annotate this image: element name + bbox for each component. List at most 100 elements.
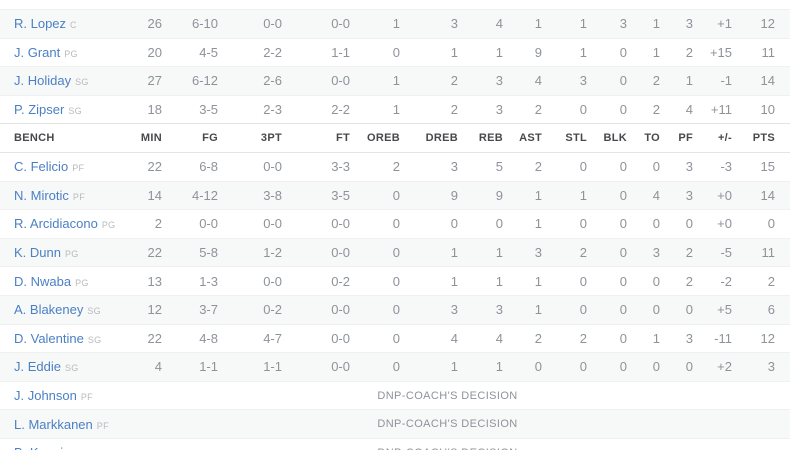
column-header: FG	[202, 132, 218, 145]
player-cell: A. Blakeney SG	[0, 295, 120, 324]
player-position: PF	[72, 163, 85, 174]
stat-value: 1	[534, 273, 542, 289]
stat-value: 2-6	[263, 73, 282, 89]
stat-value: 3-3	[331, 159, 350, 175]
stat-value: 0	[392, 44, 400, 60]
stat-value: 12	[760, 16, 775, 32]
column-header: 3PT	[260, 132, 282, 145]
stat-value: 26	[147, 16, 162, 32]
stat-value: 3	[450, 16, 458, 32]
stat-value: 3	[685, 187, 693, 203]
stat-value: 3-8	[263, 187, 282, 203]
stat-value: 5-8	[199, 245, 218, 261]
stat-value	[693, 0, 732, 10]
stat-value: 0-0	[263, 159, 282, 175]
stat-value: 14	[760, 187, 775, 203]
stat-value: 9	[534, 44, 542, 60]
stat-value: 14	[760, 73, 775, 89]
player-link[interactable]: R. Arcidiacono	[14, 216, 98, 232]
stat-value: 9	[450, 187, 458, 203]
stat-value: 0	[685, 359, 693, 375]
stat-value: 11	[761, 44, 776, 60]
stat-value: 6	[767, 302, 775, 318]
player-position: PG	[101, 220, 116, 231]
stat-value	[218, 0, 282, 10]
stat-value: 1-1	[263, 359, 282, 375]
stat-value: 1	[534, 216, 542, 232]
stat-value: +15	[709, 44, 732, 60]
player-link[interactable]: N. Mirotic	[14, 187, 69, 203]
stat-value: 2-2	[263, 44, 282, 60]
stat-value: 0	[392, 187, 400, 203]
player-position: PF	[72, 191, 85, 202]
stat-value: 0	[652, 159, 660, 175]
stat-value: +2	[717, 359, 732, 375]
stat-value: 2	[579, 330, 587, 346]
player-cell: C. Felicio PF	[0, 152, 120, 181]
player-cell: R. Lopez C	[0, 10, 120, 39]
player-link[interactable]: K. Dunn	[14, 245, 61, 261]
stat-value: 3	[767, 359, 775, 375]
player-link[interactable]: D. Valentine	[14, 330, 84, 346]
stat-value: 11	[761, 245, 776, 261]
player-link[interactable]: R. Lopez	[14, 16, 67, 32]
player-link[interactable]: L. Markkanen	[14, 416, 93, 432]
stat-value: 0-0	[263, 16, 282, 32]
player-cell: D. Nwaba PG	[0, 267, 120, 296]
player-link[interactable]: J. Eddie	[14, 359, 61, 375]
stat-value: 3	[652, 245, 660, 261]
player-link[interactable]: J. Holiday	[14, 73, 72, 89]
bench-section-label: BENCH	[14, 132, 55, 145]
dnp-status: DNP-COACH'S DECISION	[377, 418, 518, 431]
player-link[interactable]: B. Portis	[14, 0, 63, 3]
stat-value: 2	[534, 330, 542, 346]
stat-value: 1	[534, 16, 542, 32]
stat-value: 0	[579, 359, 587, 375]
stat-value: 4	[154, 359, 162, 375]
stat-value: +5	[717, 302, 732, 318]
stat-value: 3	[495, 73, 503, 89]
stat-value: 0-0	[331, 73, 350, 89]
stat-value: 1	[652, 16, 660, 32]
stat-value: 6-8	[199, 159, 218, 175]
player-cell: R. Arcidiacono PG	[0, 210, 120, 239]
stat-value	[660, 0, 693, 10]
stat-value: 4-12	[191, 187, 218, 203]
player-link[interactable]: P. Zipser	[14, 102, 65, 118]
player-position: PG	[75, 277, 89, 288]
player-link[interactable]: A. Blakeney	[14, 302, 84, 318]
player-cell: J. Grant PG	[0, 38, 120, 67]
stat-value: 2	[534, 102, 542, 118]
stat-value: 1	[534, 187, 542, 203]
stat-value: 3	[534, 245, 542, 261]
stat-value: 3-7	[199, 302, 218, 318]
stat-value: -11	[714, 330, 732, 346]
stat-value: 4	[495, 330, 503, 346]
stat-value: 0	[579, 216, 587, 232]
stat-value: 1	[579, 16, 587, 32]
player-link[interactable]: C. Felicio	[14, 159, 69, 175]
row-padding	[775, 295, 790, 324]
stat-value: 0	[579, 159, 587, 175]
stat-value: 0	[579, 273, 587, 289]
stat-value: 4	[685, 102, 693, 118]
player-link[interactable]: B. Koenig	[14, 445, 70, 450]
player-link[interactable]: D. Nwaba	[14, 273, 72, 289]
player-cell: B. Portis PF	[0, 0, 120, 10]
dnp-status: DNP-COACH'S DECISION	[377, 389, 518, 402]
stat-value: 12	[760, 330, 775, 346]
stat-value: 0	[652, 216, 660, 232]
player-cell: J. Johnson PF	[0, 381, 120, 410]
column-header: REB	[478, 132, 503, 145]
stat-value: 1	[450, 359, 458, 375]
player-link[interactable]: J. Grant	[14, 44, 61, 60]
player-link[interactable]: J. Johnson	[14, 388, 77, 404]
stat-value: 2	[450, 73, 458, 89]
player-cell: N. Mirotic PF	[0, 181, 120, 210]
stat-value: 4-8	[199, 330, 218, 346]
player-position: C	[70, 20, 77, 31]
stat-value: 0	[619, 273, 627, 289]
player-row: P. Zipser SG 18 3-5 2-3 2-2 1 2 3 2 0 0 2 4 +11 10	[0, 95, 790, 124]
dnp-player-row: B. KoenigFDNP-COACH'S DECISION	[0, 438, 790, 450]
